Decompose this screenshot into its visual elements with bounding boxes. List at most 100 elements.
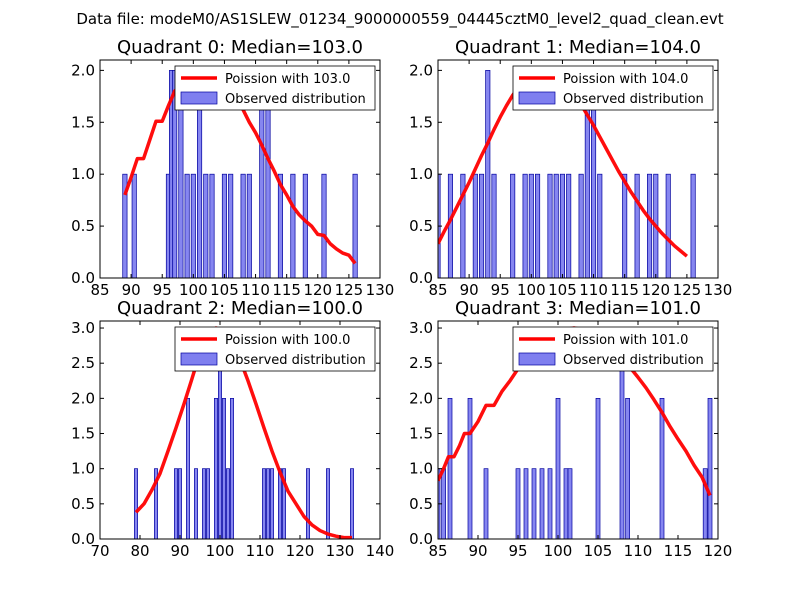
histogram-bar [531, 468, 537, 539]
histogram-bar [595, 398, 601, 539]
histogram-bar [528, 173, 534, 278]
subplot-title: Quadrant 2: Median=100.0 [117, 298, 363, 319]
subplot-2: 70 80 90 100 110 120 130 140 0.0 0.5 1.0 1.5 2.0 2.5 3… [71, 298, 394, 560]
x-tick-label: 115 [272, 281, 301, 299]
y-tick-label: 0.5 [409, 495, 433, 513]
histogram-bar [467, 398, 473, 539]
y-tick-label: 3.0 [71, 319, 95, 337]
x-tick-label: 110 [624, 542, 653, 560]
histogram-bar [178, 468, 182, 539]
histogram-bar [228, 173, 234, 278]
histogram-bar [221, 173, 227, 278]
legend-bar-swatch [180, 91, 218, 105]
histogram-bar [302, 173, 308, 278]
x-tick-label: 100 [206, 542, 235, 560]
subplot-title: Quadrant 1: Median=104.0 [455, 37, 701, 58]
y-tick-label: 0.0 [71, 269, 95, 287]
subplot-1: 85 90 95 100 105 110 115 120 125 130 0.0 0.5 1.0 1.5 2… [409, 37, 732, 299]
histogram-bar [441, 468, 446, 539]
histogram-bar [567, 468, 573, 539]
histogram-bar [350, 468, 354, 539]
y-tick-label: 1.5 [71, 113, 95, 131]
histogram-bar [485, 70, 491, 278]
histogram-bar [547, 468, 553, 539]
histogram-bar [206, 468, 210, 539]
histogram-bar [352, 173, 358, 278]
histogram-bar [262, 468, 266, 539]
histogram-bar [563, 468, 569, 539]
histogram-bar [134, 468, 138, 539]
histogram-bar [209, 173, 215, 278]
histogram-bar [122, 173, 128, 278]
histogram-bar [174, 468, 178, 539]
x-tick-label: 140 [366, 542, 395, 560]
histogram-bar [707, 398, 713, 539]
x-tick-label: 100 [179, 281, 208, 299]
histogram-bar [510, 173, 516, 278]
histogram-bar [665, 173, 671, 278]
subplot-title: Quadrant 3: Median=101.0 [455, 298, 701, 319]
x-tick-label: 95 [508, 542, 527, 560]
histogram-bar [246, 173, 252, 278]
x-tick-label: 85 [90, 281, 109, 299]
plot-area [438, 68, 696, 278]
histogram-bar [659, 398, 665, 539]
histogram-bar [559, 173, 565, 278]
x-tick-label: 120 [641, 281, 670, 299]
histogram-bar [266, 468, 270, 539]
y-tick-label: 2.0 [409, 389, 433, 407]
histogram-bar [270, 468, 274, 539]
histogram-bar [306, 468, 310, 539]
legend-bar-swatch [518, 352, 556, 366]
x-tick-label: 110 [246, 542, 275, 560]
histogram-bar [321, 173, 327, 278]
x-tick-label: 85 [428, 281, 447, 299]
x-tick-label: 120 [704, 542, 733, 560]
histogram-bar [597, 173, 603, 278]
x-tick-label: 120 [303, 281, 332, 299]
legend-line-label: Poission with 103.0 [225, 72, 350, 87]
subplot-title: Quadrant 0: Median=103.0 [117, 37, 363, 58]
histogram-bar [522, 173, 528, 278]
histogram-bar [547, 173, 553, 278]
histogram-bar [277, 173, 283, 278]
y-tick-label: 2.0 [71, 61, 95, 79]
legend-line-label: Poission with 100.0 [225, 333, 350, 348]
y-tick-label: 0.5 [71, 217, 95, 235]
histogram-bar [647, 173, 653, 278]
y-tick-label: 1.5 [409, 425, 433, 443]
histogram-bar [553, 173, 559, 278]
legend-bar-label: Observed distribution [225, 92, 366, 107]
y-tick-label: 2.5 [71, 354, 95, 372]
legend: Poission with 103.0 Observed distribution [174, 65, 376, 111]
histogram-bar [539, 468, 545, 539]
histogram-bar [226, 468, 230, 539]
legend-bar-label: Observed distribution [225, 353, 366, 368]
histogram-bar [523, 468, 529, 539]
x-tick-label: 105 [210, 281, 239, 299]
histogram-bar [491, 173, 497, 278]
axes-frame [99, 59, 381, 279]
histogram-bar [690, 173, 696, 278]
histogram-bar [515, 468, 521, 539]
x-tick-label: 125 [335, 281, 364, 299]
histogram-bar [578, 173, 584, 278]
legend-bar-swatch [518, 91, 556, 105]
legend-line-label: Poission with 101.0 [563, 333, 688, 348]
x-tick-label: 115 [664, 542, 693, 560]
x-tick-label: 100 [544, 542, 573, 560]
x-tick-label: 100 [517, 281, 546, 299]
y-tick-label: 1.5 [71, 425, 95, 443]
y-tick-label: 1.0 [71, 460, 95, 478]
y-tick-label: 0.0 [71, 530, 95, 548]
y-tick-label: 2.0 [71, 389, 95, 407]
legend-bar-label: Observed distribution [563, 92, 704, 107]
histogram-bar [460, 173, 466, 278]
subplot-3: 85 90 95 100 105 110 115 120 0.0 0.5 1.0 1.5 2.0 2.5 3… [409, 298, 732, 560]
axes-frame [437, 59, 719, 279]
subplot-0: 85 90 95 100 105 110 115 120 125 130 0.0 0.5 1.0 1.5 2… [71, 37, 394, 299]
histogram-bar [566, 173, 572, 278]
y-tick-label: 1.0 [409, 460, 433, 478]
